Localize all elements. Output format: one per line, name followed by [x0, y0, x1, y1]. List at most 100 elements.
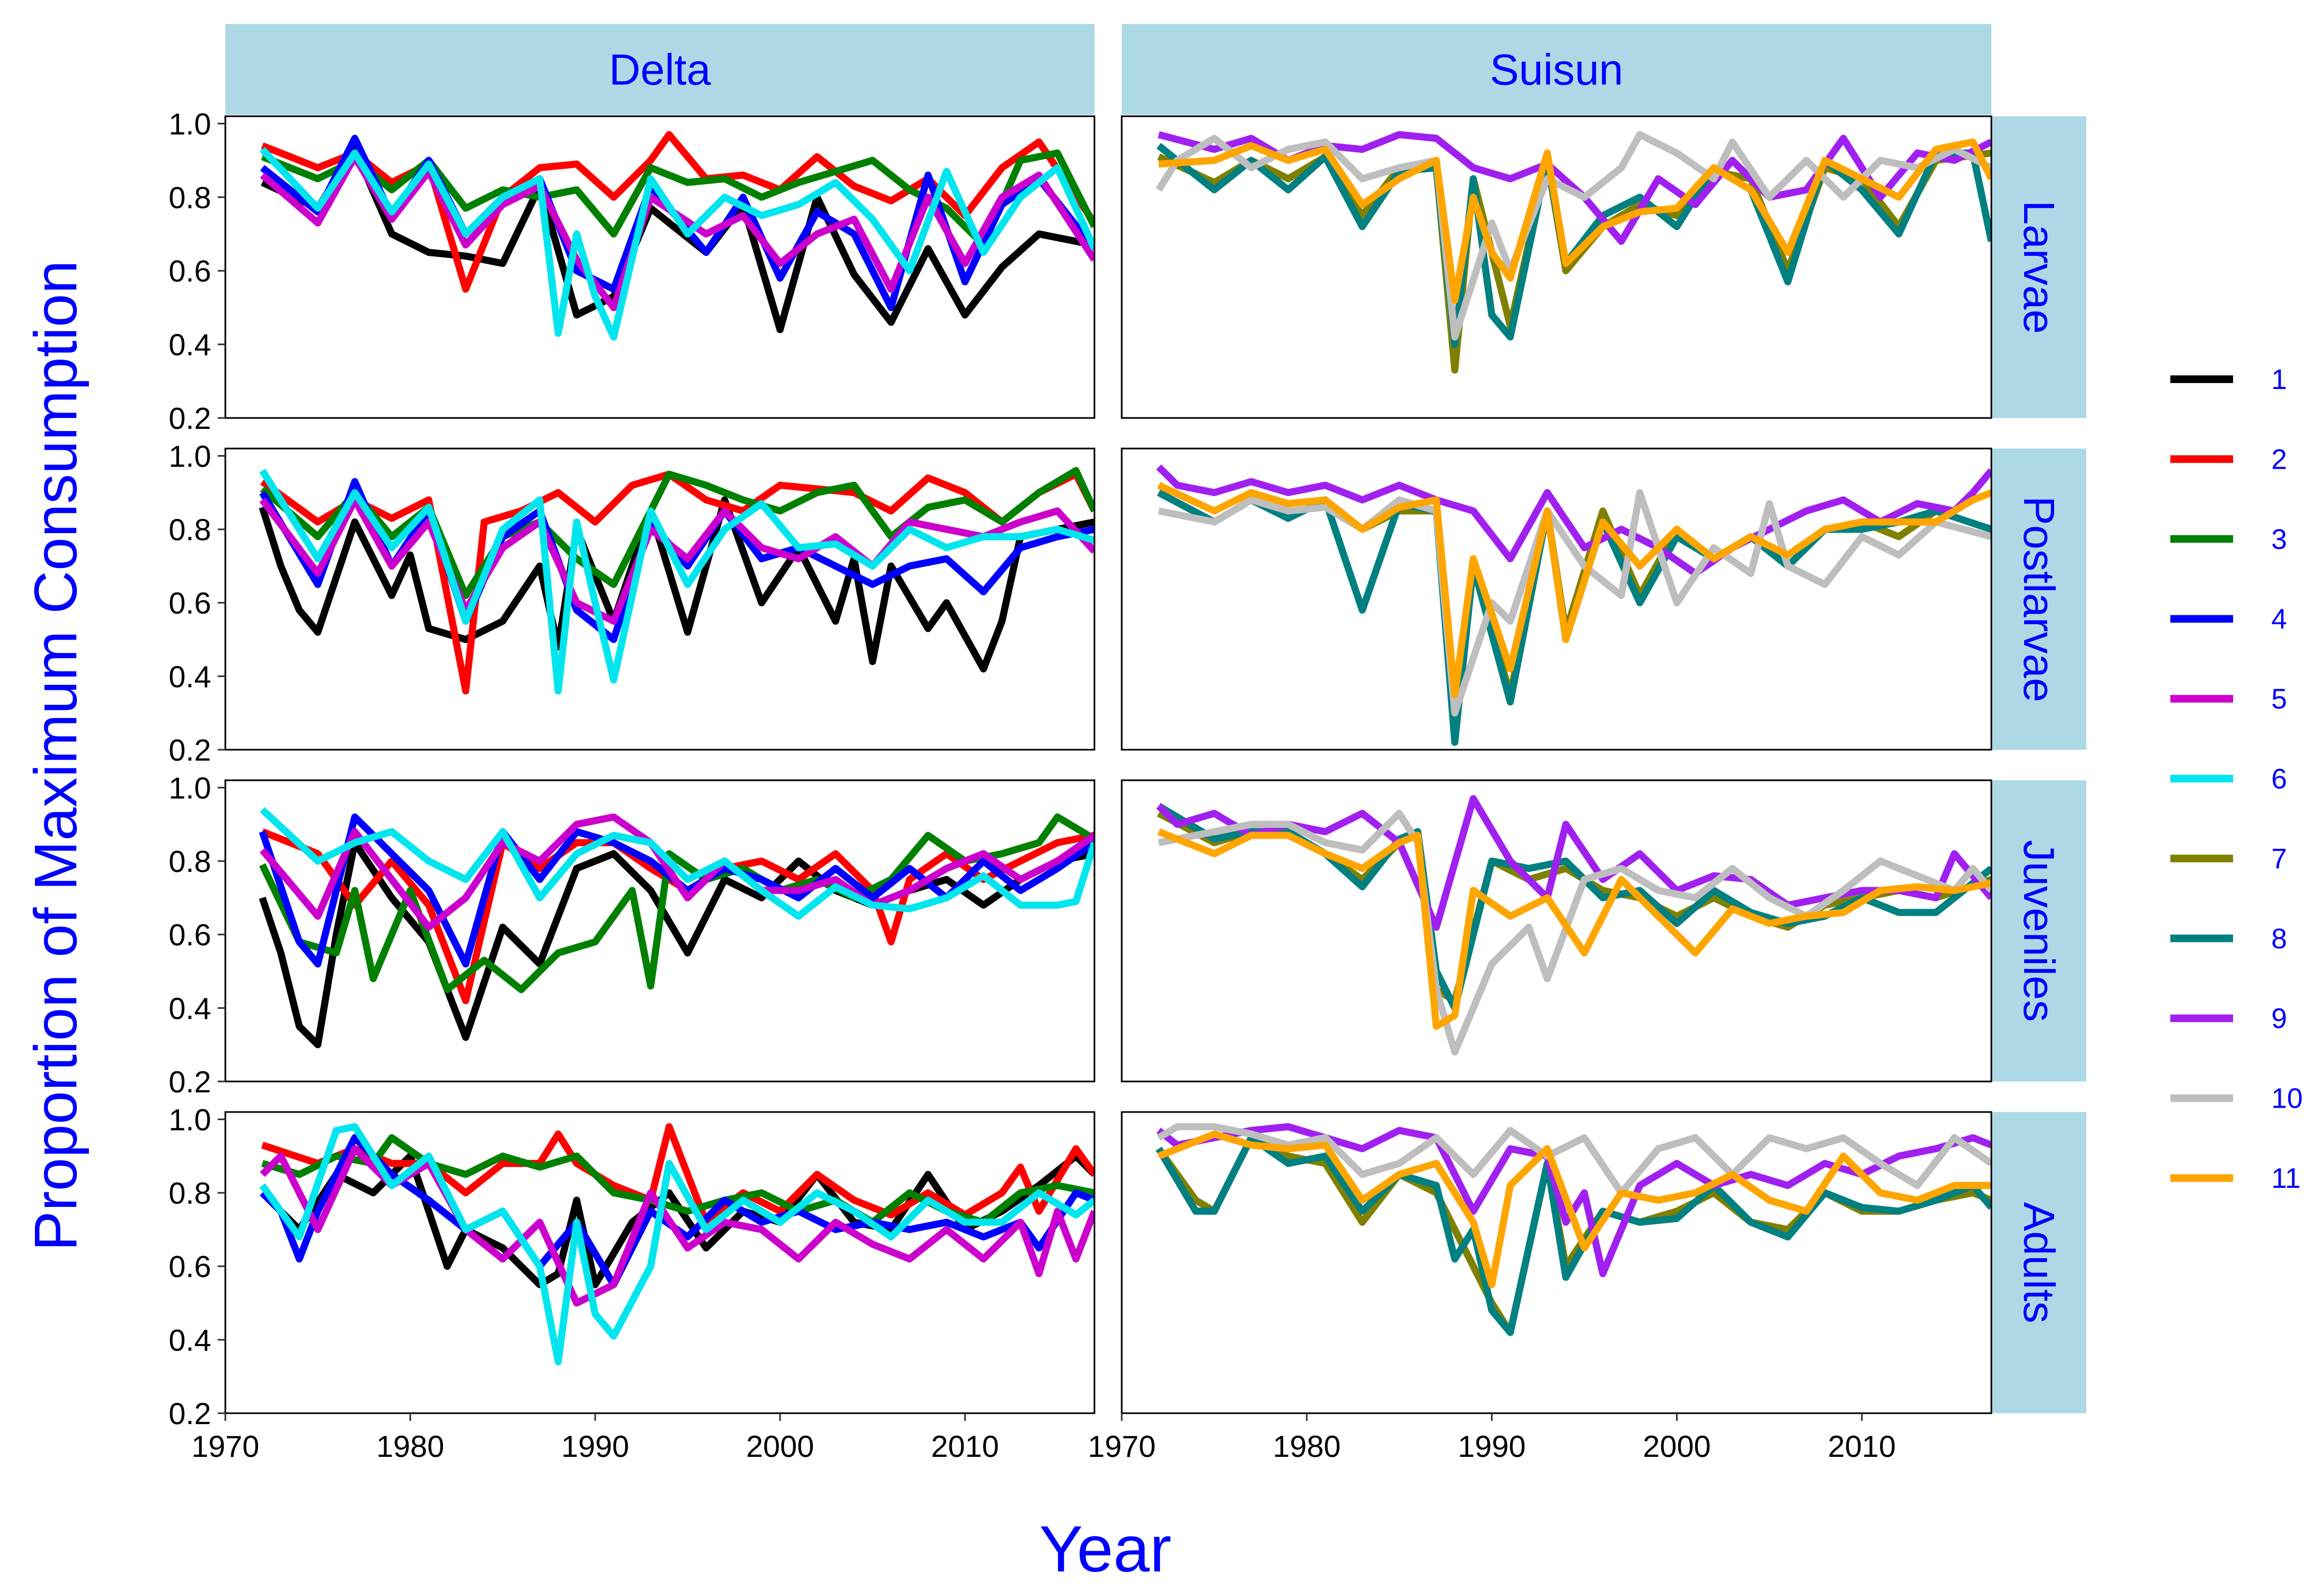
- strip-larvae: [1992, 116, 2086, 418]
- y-tick-label: 0.2: [169, 401, 211, 435]
- legend-item-6: 6: [2170, 763, 2287, 795]
- series-line-11: [1158, 138, 1991, 304]
- legend-label: 8: [2271, 923, 2287, 955]
- legend-label: 2: [2271, 444, 2287, 475]
- legend-label: 3: [2271, 524, 2287, 555]
- panel-background: [1122, 1112, 1991, 1413]
- y-tick-label: 0.4: [169, 991, 211, 1025]
- x-tick-label: 1990: [561, 1429, 630, 1463]
- x-tick-label: 2010: [1828, 1429, 1896, 1463]
- x-tick-label: 1980: [376, 1429, 445, 1463]
- legend-label: 11: [2271, 1163, 2301, 1194]
- legend-label: 4: [2271, 603, 2287, 635]
- legend-label: 6: [2271, 763, 2287, 795]
- series-line-11: [1157, 482, 1991, 698]
- y-tick-label: 0.8: [169, 512, 211, 547]
- series-lines: [1156, 464, 1991, 746]
- panel-suisun-larvae: [1121, 115, 1992, 419]
- series-lines: [259, 467, 1094, 695]
- strip-postlarvae: [1992, 449, 2086, 750]
- series-line-3: [261, 149, 1094, 249]
- x-tick-label: 2000: [746, 1429, 815, 1463]
- y-tick-label: 1.0: [169, 439, 211, 473]
- panel-border: [1121, 115, 1992, 419]
- strip-suisun: [1122, 24, 1991, 115]
- panel-delta-juveniles: [224, 779, 1096, 1083]
- panel-border: [224, 1111, 1096, 1414]
- series-lines: [1156, 131, 1991, 374]
- y-tick-label: 1.0: [169, 1102, 211, 1137]
- series-line-5: [259, 813, 1094, 931]
- y-tick-label: 1.0: [169, 106, 211, 141]
- x-tick-label: 1970: [1088, 1429, 1156, 1463]
- panel-layer: [224, 115, 1992, 1414]
- y-tick-label: 0.8: [169, 180, 211, 214]
- series-line-2: [260, 470, 1094, 695]
- series-line-11: [1157, 828, 1991, 1030]
- legend-label: 5: [2271, 684, 2287, 715]
- y-tick-label: 0.2: [169, 1065, 211, 1099]
- legend-item-4: 4: [2170, 603, 2287, 635]
- panel-border: [224, 779, 1096, 1083]
- strip-label-larvae: Larvae: [2015, 200, 2063, 334]
- series-line-4: [259, 478, 1094, 643]
- y-tick-label: 0.8: [169, 844, 211, 878]
- x-tick-label: 1980: [1273, 1429, 1341, 1463]
- series-line-3: [259, 813, 1094, 994]
- y-tick-label: 0.6: [169, 254, 211, 288]
- y-tick-label: 0.4: [169, 1323, 211, 1357]
- y-tick-label: 0.4: [169, 659, 211, 694]
- y-axis-title: Proportion of Maximum Consumption: [22, 260, 89, 1251]
- series-line-6: [260, 807, 1094, 920]
- legend-item-11: 11: [2170, 1163, 2301, 1194]
- y-tick-label: 0.6: [169, 586, 211, 620]
- series-line-6: [260, 147, 1094, 341]
- panel-border: [1121, 447, 1992, 751]
- strip-delta: [225, 24, 1094, 115]
- legend-label: 9: [2271, 1003, 2287, 1035]
- legend-item-10: 10: [2170, 1083, 2303, 1115]
- y-tick-label: 1.0: [169, 770, 211, 805]
- series-line-1: [261, 146, 1094, 333]
- legend-item-5: 5: [2170, 684, 2287, 715]
- y-tick-label: 0.4: [169, 327, 211, 362]
- legend-label: 1: [2271, 364, 2287, 396]
- series-line-11: [1157, 1130, 1991, 1288]
- legend-label: 10: [2271, 1083, 2303, 1115]
- x-tick-label: 1970: [191, 1429, 260, 1463]
- legend: 1 2 3 4 5 6 7 8 9 10 11: [2170, 364, 2303, 1194]
- series-line-1: [259, 839, 1094, 1049]
- series-lines: [1156, 795, 1991, 1056]
- strip-juveniles: [1992, 780, 2086, 1081]
- strip-label-suisun: Suisun: [1490, 45, 1624, 94]
- x-tick-label: 2000: [1643, 1429, 1711, 1463]
- series-line-10: [1156, 131, 1991, 341]
- series-line-5: [259, 496, 1094, 625]
- panel-suisun-postlarvae: [1121, 447, 1992, 751]
- y-tick-label: 0.6: [169, 1250, 211, 1284]
- panel-border: [1121, 1111, 1992, 1414]
- panel-delta-adults: [224, 1111, 1096, 1414]
- series-line-6: [259, 468, 1094, 695]
- legend-item-1: 1: [2170, 364, 2287, 396]
- x-tick-label: 1990: [1458, 1429, 1526, 1463]
- legend-item-3: 3: [2170, 524, 2287, 555]
- panel-suisun-juveniles: [1121, 779, 1992, 1083]
- series-line-10: [1158, 489, 1991, 717]
- legend-item-9: 9: [2170, 1003, 2287, 1035]
- legend-item-2: 2: [2170, 444, 2287, 475]
- strip-label-juveniles: Juveniles: [2015, 840, 2063, 1022]
- panel-delta-postlarvae: [224, 447, 1096, 751]
- series-line-6: [259, 1123, 1094, 1366]
- y-tick-label: 0.2: [169, 733, 211, 767]
- x-tick-label: 2010: [931, 1429, 999, 1463]
- series-lines: [259, 1123, 1094, 1366]
- legend-item-7: 7: [2170, 843, 2287, 875]
- strip-label-delta: Delta: [609, 45, 711, 94]
- series-lines: [259, 807, 1094, 1049]
- x-axis-title: Year: [1039, 1513, 1171, 1586]
- series-lines: [1156, 1123, 1991, 1336]
- y-tick-label: 0.2: [169, 1396, 211, 1431]
- legend-item-8: 8: [2170, 923, 2287, 955]
